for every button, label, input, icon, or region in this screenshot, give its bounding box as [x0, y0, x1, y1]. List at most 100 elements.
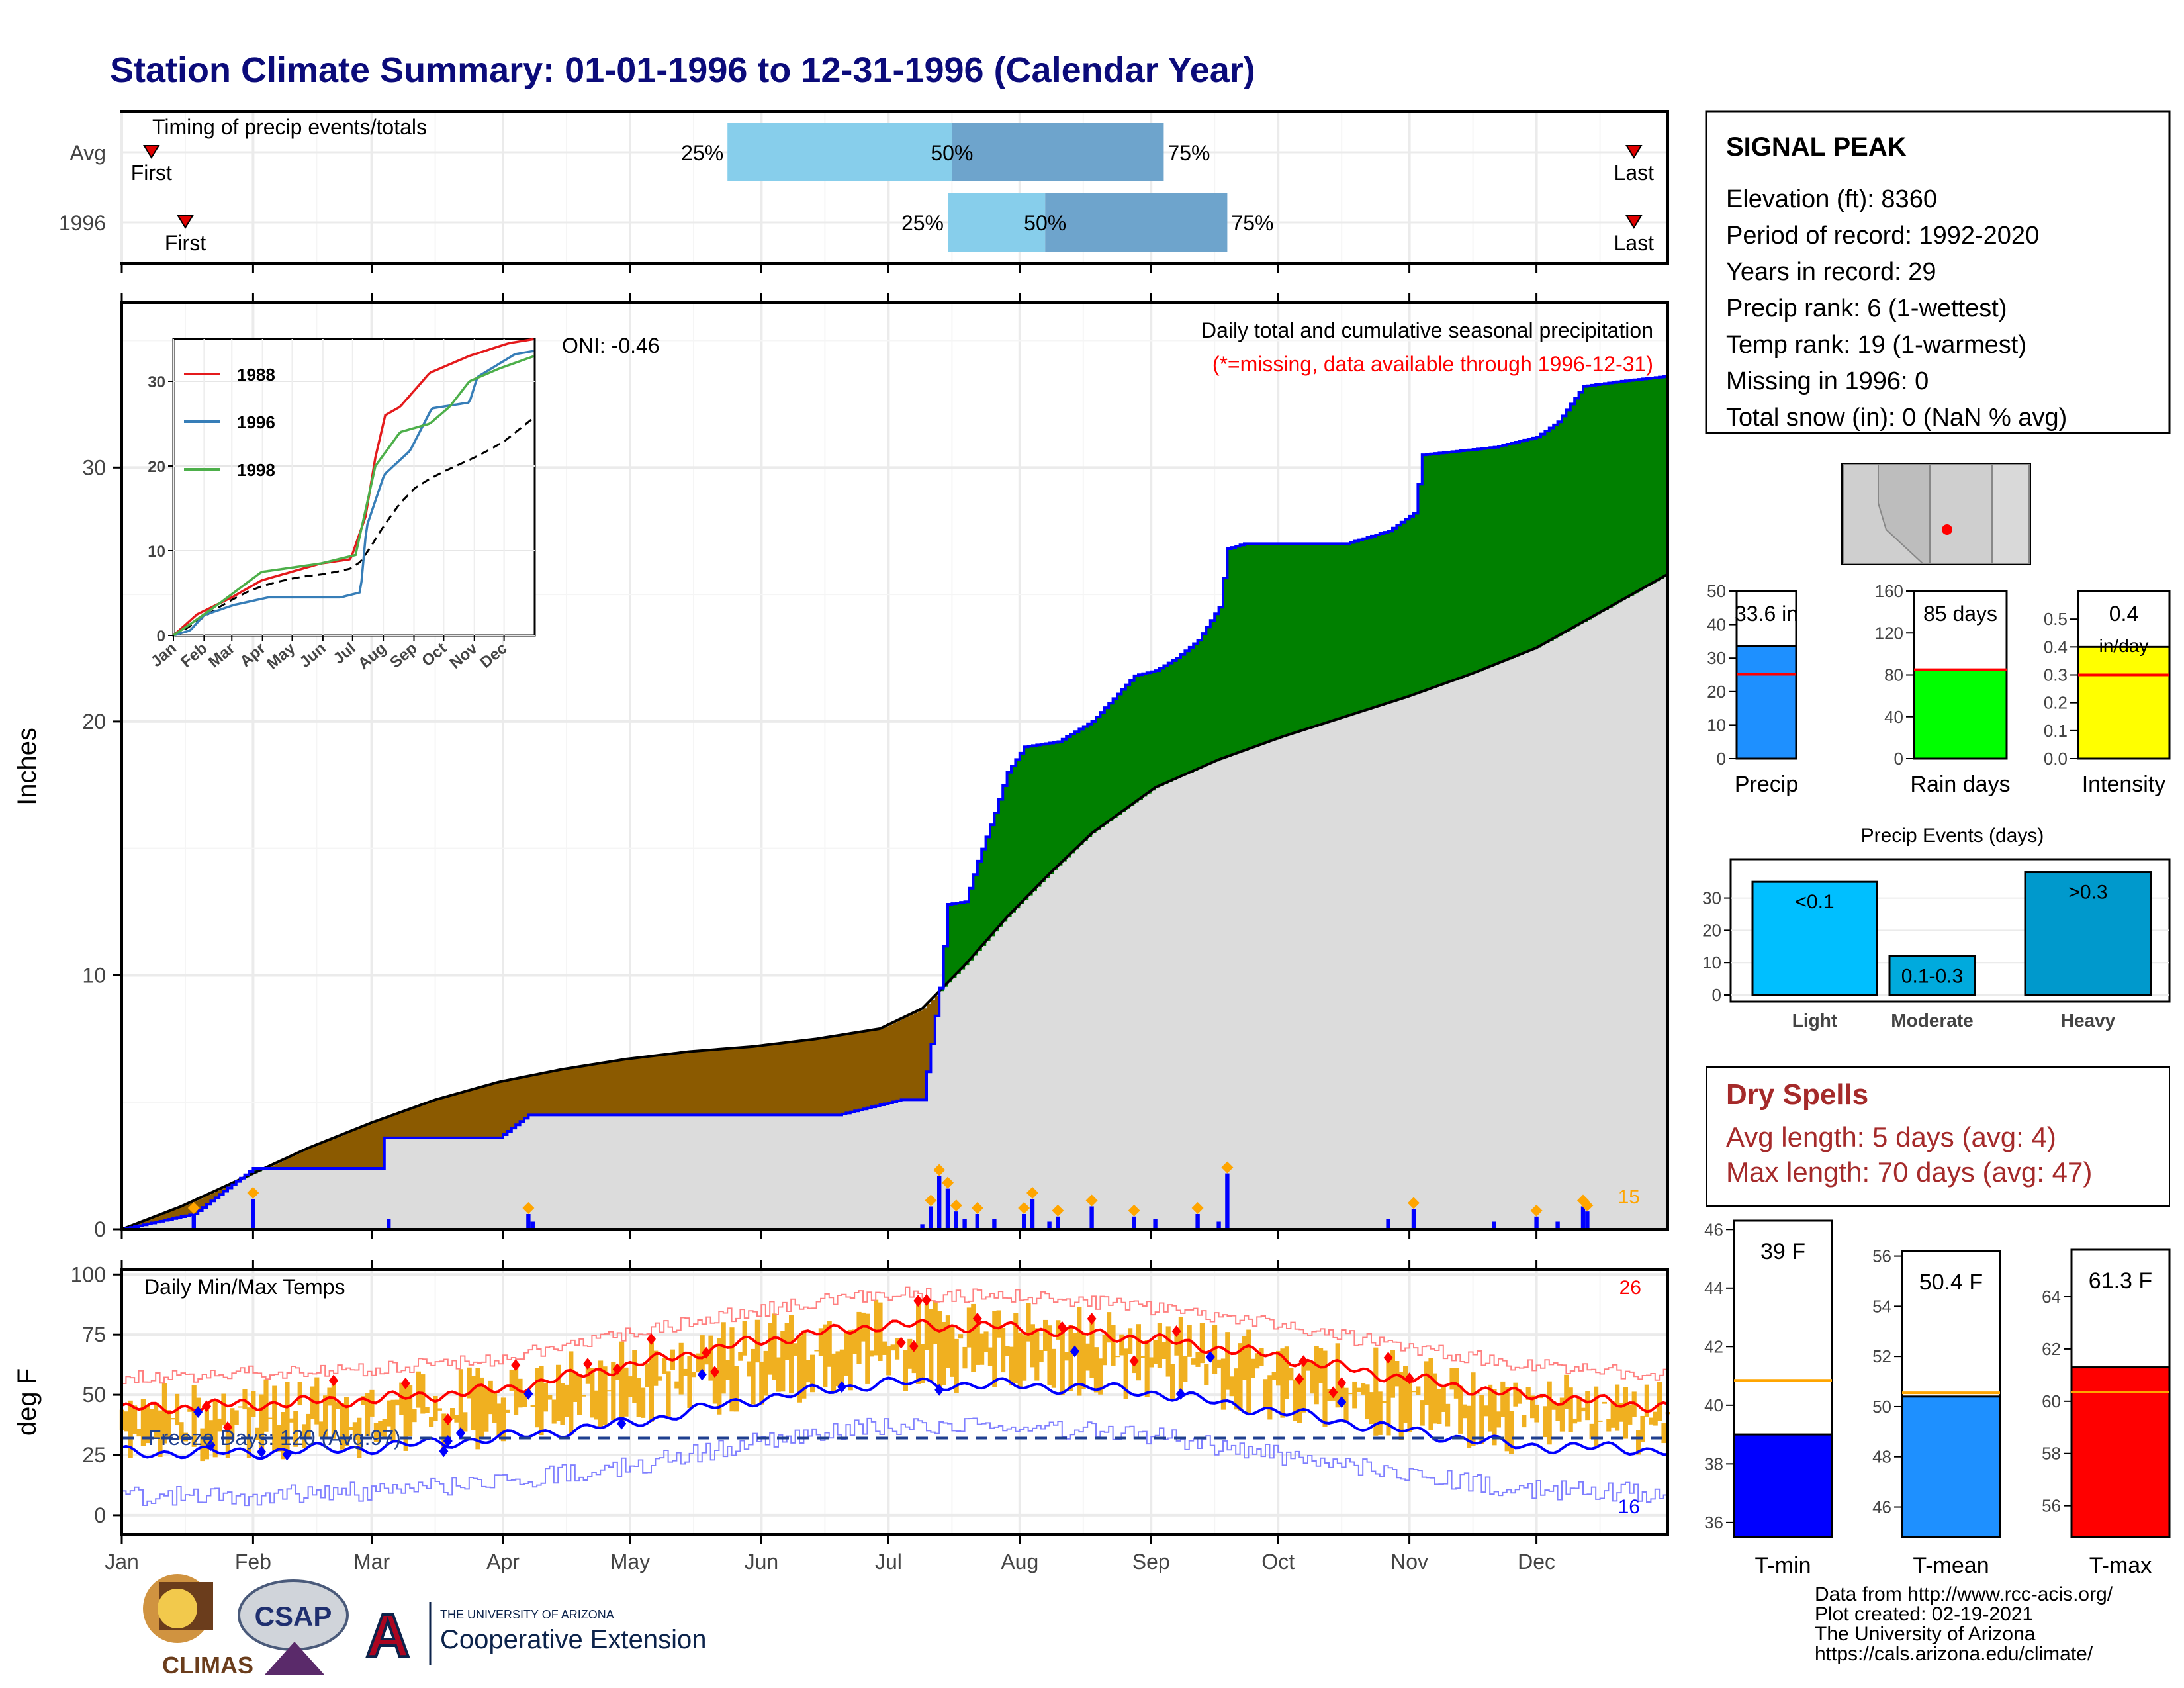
daily-record-marker	[1128, 1204, 1140, 1217]
record-low-marker	[282, 1448, 292, 1461]
temp-range-bar	[1661, 1423, 1666, 1444]
temp-range-bar	[314, 1377, 320, 1425]
summary-y-tick-label: 160	[1875, 581, 1903, 601]
daily-record-marker	[1018, 1201, 1030, 1214]
temp-range-bar	[230, 1408, 235, 1440]
temp-panel-label: Daily Min/Max Temps	[144, 1275, 345, 1299]
temp-range-bar	[352, 1422, 357, 1440]
timing-q75-label: 75%	[1231, 211, 1273, 235]
temp-range-bar	[306, 1413, 311, 1440]
temp-range-bar	[471, 1376, 477, 1430]
temp-range-bar	[509, 1369, 514, 1391]
temp-range-bar	[623, 1367, 629, 1417]
temp-range-bar	[1284, 1346, 1289, 1399]
daily-precip-bar	[1555, 1221, 1560, 1229]
temp-summary-value: 39 F	[1760, 1239, 1805, 1264]
precip-events-chart: Precip Events (days) 0 10 20 30 <0.1 Light 0.1…	[1702, 825, 2171, 1031]
temp-range-bar	[992, 1311, 997, 1387]
temp-range-bar	[721, 1322, 726, 1394]
temp-range-bar	[543, 1382, 548, 1412]
record-high-marker	[612, 1363, 622, 1376]
temp-range-bar	[823, 1324, 828, 1387]
temp-range-bar	[958, 1334, 964, 1339]
record-high-marker	[202, 1400, 211, 1413]
summary-bar-unit: in/day	[2099, 635, 2149, 656]
temp-range-bar	[1089, 1319, 1095, 1378]
temp-range-bar	[518, 1378, 523, 1408]
temp-range-bar	[1653, 1411, 1658, 1426]
timing-q25-label: 25%	[681, 141, 723, 165]
freeze-days: Freeze Days: 120 (Avg:97)	[148, 1426, 401, 1450]
y-tick-label: 30	[82, 455, 106, 479]
record-low-marker	[456, 1427, 465, 1439]
temp-range-bar	[1356, 1387, 1361, 1393]
temp-range-bar	[1598, 1420, 1603, 1422]
footer-url: https://cals.arizona.edu/climate/	[1815, 1643, 2093, 1665]
timing-q25-label: 25%	[901, 211, 944, 235]
temp-panel: 0 25 50 75 100 deg F Daily Min/Max Temps Fre…	[13, 1260, 1670, 1573]
temp-range-bar	[530, 1405, 535, 1407]
temp-range-bar	[1462, 1404, 1467, 1419]
temp-range-bar	[768, 1323, 773, 1375]
page-title: Station Climate Summary: 01-01-1996 to 1…	[110, 50, 1255, 90]
summary-y-tick-label: 0.5	[2044, 609, 2068, 629]
temp-range-bar	[1161, 1342, 1167, 1359]
temp-range-bar	[1530, 1395, 1535, 1419]
temp-range-bar	[1441, 1387, 1446, 1412]
temp-range-bar	[1216, 1359, 1222, 1368]
daily-precip-bar	[1216, 1221, 1221, 1229]
temp-range-bar	[606, 1390, 612, 1392]
temp-range-bar	[1509, 1411, 1514, 1454]
temp-range-bar	[246, 1407, 251, 1458]
temp-range-bar	[1246, 1329, 1251, 1415]
inset-legend-label: 1996	[237, 412, 275, 432]
temp-range-bar	[1657, 1382, 1662, 1421]
summary-y-tick-label: 30	[1707, 648, 1726, 668]
dry-spells-max: Max length: 70 days (avg: 47)	[1726, 1156, 2092, 1188]
temp-range-bar	[1589, 1423, 1594, 1440]
daily-precip-bar	[530, 1221, 535, 1229]
temp-range-bar	[170, 1418, 175, 1420]
temp-range-bar	[1093, 1347, 1099, 1393]
temp-range-bar	[281, 1412, 286, 1460]
temp-range-bar	[378, 1421, 383, 1436]
month-label: Dec	[1518, 1550, 1555, 1573]
temp-range-bar	[310, 1386, 315, 1419]
daily-precip-bar	[1411, 1209, 1416, 1229]
temp-range-bar	[158, 1410, 163, 1458]
temp-range-bar	[882, 1341, 887, 1355]
temp-range-bar	[1038, 1350, 1044, 1363]
temp-range-bar	[1047, 1325, 1052, 1385]
temp-range-bar	[1504, 1387, 1510, 1452]
temp-range-bar	[1140, 1356, 1146, 1358]
temp-summary-fill	[2070, 1366, 2171, 1538]
temp-range-bar	[950, 1327, 955, 1377]
events-bar-label: Moderate	[1891, 1010, 1973, 1031]
temp-range-bar	[297, 1382, 302, 1406]
temp-range-bar	[827, 1321, 832, 1367]
temp-range-bar	[738, 1352, 743, 1361]
summary-y-tick-label: 0.0	[2044, 749, 2068, 769]
temp-range-bar	[793, 1343, 798, 1356]
temp-range-bar	[340, 1403, 345, 1450]
temp-range-bar	[484, 1387, 489, 1432]
timing-q75-label: 75%	[1167, 141, 1210, 165]
daily-precip-bar	[1089, 1206, 1094, 1229]
precip-note: Daily total and cumulative seasonal prec…	[1201, 318, 1653, 342]
summary-y-tick-label: 10	[1707, 715, 1726, 735]
record-high-marker	[922, 1293, 931, 1306]
temp-range-bar	[1340, 1383, 1345, 1403]
summary-y-tick-label: 120	[1875, 623, 1903, 643]
temp-range-bar	[598, 1360, 604, 1429]
temp-range-bar	[569, 1351, 574, 1435]
daily-record-marker	[247, 1186, 259, 1199]
y-tick-label: 0	[94, 1503, 106, 1527]
temp-range-bar	[1220, 1358, 1226, 1410]
timing-q50-label: 50%	[1024, 211, 1066, 235]
temp-range-bar	[1322, 1350, 1328, 1427]
temp-x-axis: Jan Feb Mar Apr May Jun Jul Aug Sep Oct Nov Dec	[105, 1260, 1555, 1573]
temp-range-bar	[1432, 1373, 1437, 1424]
timing-first-marker	[143, 145, 160, 159]
temp-range-bar	[225, 1427, 230, 1458]
temp-range-bar	[1644, 1384, 1649, 1417]
